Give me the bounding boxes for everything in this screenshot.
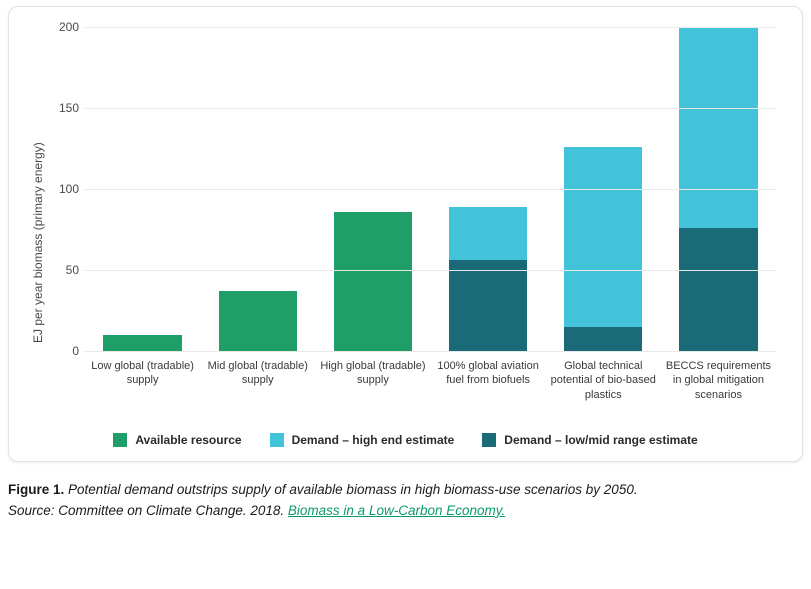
gridline [85, 351, 776, 352]
legend-label: Demand – high end estimate [292, 433, 455, 447]
caption-source-prefix: Source: Committee on Climate Change. 201… [8, 503, 288, 518]
x-labels: Low global (tradable) supplyMid global (… [85, 355, 776, 423]
y-tick-label: 150 [45, 101, 79, 115]
bar-segment-demand_low [679, 228, 757, 351]
bar-segment-demand_low [449, 260, 527, 351]
x-tick-label: 100% global aviation fuel from biofuels [431, 355, 546, 423]
bar-segment-demand_high [679, 27, 757, 228]
bar-segment-demand_low [564, 327, 642, 351]
gridline [85, 108, 776, 109]
y-tick-label: 200 [45, 20, 79, 34]
gridline [85, 270, 776, 271]
chart-card: EJ per year biomass (primary energy) 050… [8, 6, 803, 462]
x-tick-label: BECCS requirements in global mitigation … [661, 355, 776, 423]
legend-item-available: Available resource [113, 433, 241, 447]
x-tick-label: Mid global (tradable) supply [200, 355, 315, 423]
legend: Available resource Demand – high end esti… [27, 433, 784, 447]
legend-label: Demand – low/mid range estimate [504, 433, 697, 447]
y-axis-label: EJ per year biomass (primary energy) [27, 23, 45, 423]
caption-text: Potential demand outstrips supply of ava… [64, 482, 637, 497]
bar-segment-demand_high [449, 207, 527, 260]
bar-segment-available [219, 291, 297, 351]
gridline [85, 27, 776, 28]
gridline [85, 189, 776, 190]
chart-wrap: EJ per year biomass (primary energy) 050… [27, 23, 784, 423]
y-tick-label: 100 [45, 182, 79, 196]
legend-item-demand_low: Demand – low/mid range estimate [482, 433, 697, 447]
bar-segment-available [103, 335, 181, 351]
legend-swatch [113, 433, 127, 447]
figure-caption: Figure 1. Potential demand outstrips sup… [8, 480, 803, 522]
plot: 050100150200 Low global (tradable) suppl… [45, 23, 784, 423]
y-tick-label: 0 [45, 344, 79, 358]
x-tick-label: High global (tradable) supply [315, 355, 430, 423]
y-tick-label: 50 [45, 263, 79, 277]
legend-label: Available resource [135, 433, 241, 447]
figure-label: Figure 1. [8, 482, 64, 497]
legend-item-demand_high: Demand – high end estimate [270, 433, 455, 447]
x-tick-label: Global technical potential of bio-based … [546, 355, 661, 423]
x-tick-label: Low global (tradable) supply [85, 355, 200, 423]
plot-area: 050100150200 [85, 27, 776, 351]
legend-swatch [482, 433, 496, 447]
bar-segment-available [334, 212, 412, 351]
bar-segment-demand_high [564, 147, 642, 327]
caption-source-link[interactable]: Biomass in a Low-Carbon Economy. [288, 503, 505, 518]
legend-swatch [270, 433, 284, 447]
